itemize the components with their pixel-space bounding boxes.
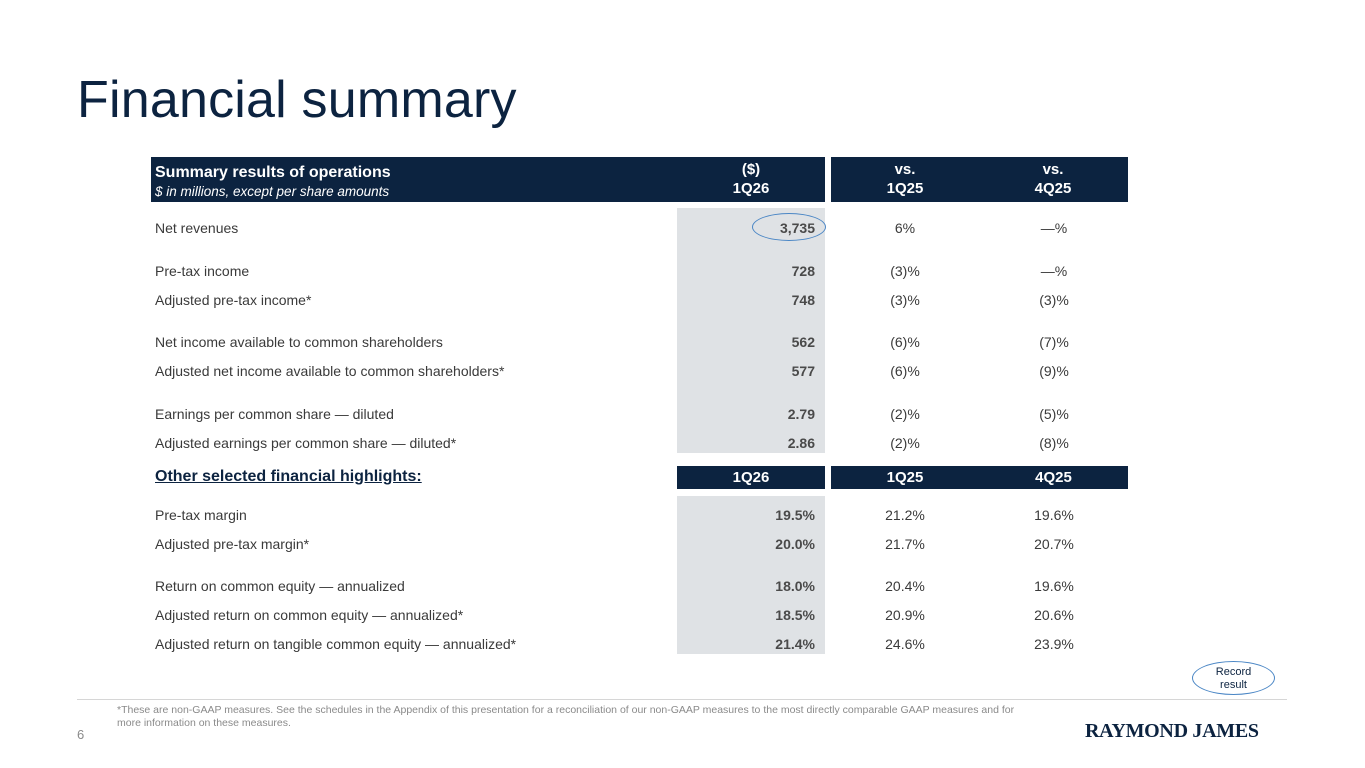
row-value-current: 18.0% xyxy=(775,578,815,594)
row-value-current: 728 xyxy=(791,263,815,279)
summary-header-bar: Summary results of operations $ in milli… xyxy=(151,157,825,202)
row-value-current: 20.0% xyxy=(775,536,815,552)
row-value-vs-prior-year: (2)% xyxy=(890,435,920,451)
row-value-vs-prior-year: (2)% xyxy=(890,406,920,422)
row-value-current: 562 xyxy=(791,334,815,350)
table-row: Adjusted pre-tax income* 748 (3)% (3)% xyxy=(151,289,1128,311)
header-col-vs-prior-year: vs. 1Q25 xyxy=(831,160,979,198)
row-label: Net revenues xyxy=(155,220,239,236)
header-col-vs-prior-quarter-line2: 4Q25 xyxy=(1034,180,1072,197)
record-result-callout: Record result xyxy=(1192,661,1275,695)
table-row: Adjusted net income available to common … xyxy=(151,360,1128,382)
row-value-current: 577 xyxy=(791,363,815,379)
row-label: Adjusted return on common equity — annua… xyxy=(155,607,464,623)
row-value-vs-prior-year: 6% xyxy=(894,220,916,236)
row-value-prior-quarter: 23.9% xyxy=(1034,636,1074,652)
row-label: Adjusted return on tangible common equit… xyxy=(155,636,517,652)
row-value-vs-prior-year: (3)% xyxy=(890,263,920,279)
row-value-current: 19.5% xyxy=(775,507,815,523)
row-label: Adjusted earnings per common share — dil… xyxy=(155,435,457,451)
current-column-shading xyxy=(677,208,825,453)
record-highlight-oval xyxy=(752,213,826,241)
summary-header-subtitle: $ in millions, except per share amounts xyxy=(155,184,390,199)
header-col-vs-prior-year-line2: 1Q25 xyxy=(886,180,924,197)
row-label: Net income available to common sharehold… xyxy=(155,334,443,350)
row-label: Adjusted pre-tax margin* xyxy=(155,536,310,552)
row-value-vs-prior-year: (6)% xyxy=(890,334,920,350)
row-value-current: 18.5% xyxy=(775,607,815,623)
table-row: Net revenues 3,735 6% —% xyxy=(151,217,1128,239)
row-value-vs-prior-quarter: (5)% xyxy=(1039,406,1069,422)
row-value-prior-year: 24.6% xyxy=(885,636,925,652)
table-row: Pre-tax income 728 (3)% —% xyxy=(151,260,1128,282)
footnote: *These are non-GAAP measures. See the sc… xyxy=(117,704,1015,729)
row-value-vs-prior-quarter: (7)% xyxy=(1039,334,1069,350)
row-value-vs-prior-quarter: (8)% xyxy=(1039,435,1069,451)
row-label: Return on common equity — annualized xyxy=(155,578,405,594)
row-value-prior-year: 20.9% xyxy=(885,607,925,623)
header-col-vs-prior-quarter-line1: vs. xyxy=(1042,161,1064,178)
callout-line2: result xyxy=(1220,679,1247,691)
page-number: 6 xyxy=(77,727,85,742)
table-row: Pre-tax margin 19.5% 21.2% 19.6% xyxy=(151,504,1128,526)
table-row: Adjusted return on common equity — annua… xyxy=(151,604,1128,626)
row-value-current: 21.4% xyxy=(775,636,815,652)
row-value-prior-quarter: 19.6% xyxy=(1034,507,1074,523)
row-value-vs-prior-year: (6)% xyxy=(890,363,920,379)
highlights-header-col-current: 1Q26 xyxy=(677,466,825,489)
row-value-current: 748 xyxy=(791,292,815,308)
row-label: Adjusted net income available to common … xyxy=(155,363,505,379)
row-value-vs-prior-quarter: —% xyxy=(1040,263,1068,279)
row-value-vs-prior-quarter: —% xyxy=(1040,220,1068,236)
row-label: Adjusted pre-tax income* xyxy=(155,292,312,308)
header-col-vs-prior-quarter: vs. 4Q25 xyxy=(979,160,1127,198)
row-value-prior-quarter: 19.6% xyxy=(1034,578,1074,594)
row-value-current: 2.86 xyxy=(787,435,815,451)
row-value-prior-year: 20.4% xyxy=(885,578,925,594)
row-value-vs-prior-quarter: (3)% xyxy=(1039,292,1069,308)
highlights-header-col-prior-year: 1Q25 xyxy=(831,466,979,489)
highlights-section-label: Other selected financial highlights: xyxy=(155,468,422,485)
row-label: Pre-tax margin xyxy=(155,507,247,523)
highlights-current-column-shading xyxy=(677,496,825,654)
row-value-prior-year: 21.7% xyxy=(885,536,925,552)
row-value-prior-quarter: 20.7% xyxy=(1034,536,1074,552)
row-label: Earnings per common share — diluted xyxy=(155,406,394,422)
header-col-current: ($) 1Q26 xyxy=(677,160,825,198)
row-value-current: 2.79 xyxy=(787,406,815,422)
table-row: Net income available to common sharehold… xyxy=(151,331,1128,353)
header-col-current-line2: 1Q26 xyxy=(732,180,770,197)
header-col-current-line1: ($) xyxy=(741,161,761,178)
footer-divider xyxy=(77,699,1287,700)
table-row: Adjusted pre-tax margin* 20.0% 21.7% 20.… xyxy=(151,533,1128,555)
highlights-header-col-prior-quarter: 4Q25 xyxy=(979,466,1128,489)
table-row: Adjusted earnings per common share — dil… xyxy=(151,432,1128,454)
callout-line1: Record xyxy=(1215,666,1252,678)
page-title: Financial summary xyxy=(77,71,517,129)
raymond-james-logo: RAYMOND JAMES xyxy=(1085,720,1259,742)
table-row: Earnings per common share — diluted 2.79… xyxy=(151,403,1128,425)
summary-header-title: Summary results of operations xyxy=(155,164,391,181)
row-value-vs-prior-year: (3)% xyxy=(890,292,920,308)
comparison-header-bar: vs. 1Q25 vs. 4Q25 xyxy=(831,157,1128,202)
table-row: Adjusted return on tangible common equit… xyxy=(151,633,1128,655)
row-value-prior-year: 21.2% xyxy=(885,507,925,523)
row-value-prior-quarter: 20.6% xyxy=(1034,607,1074,623)
header-col-vs-prior-year-line1: vs. xyxy=(894,161,916,178)
row-value-vs-prior-quarter: (9)% xyxy=(1039,363,1069,379)
table-row: Return on common equity — annualized 18.… xyxy=(151,575,1128,597)
row-label: Pre-tax income xyxy=(155,263,250,279)
